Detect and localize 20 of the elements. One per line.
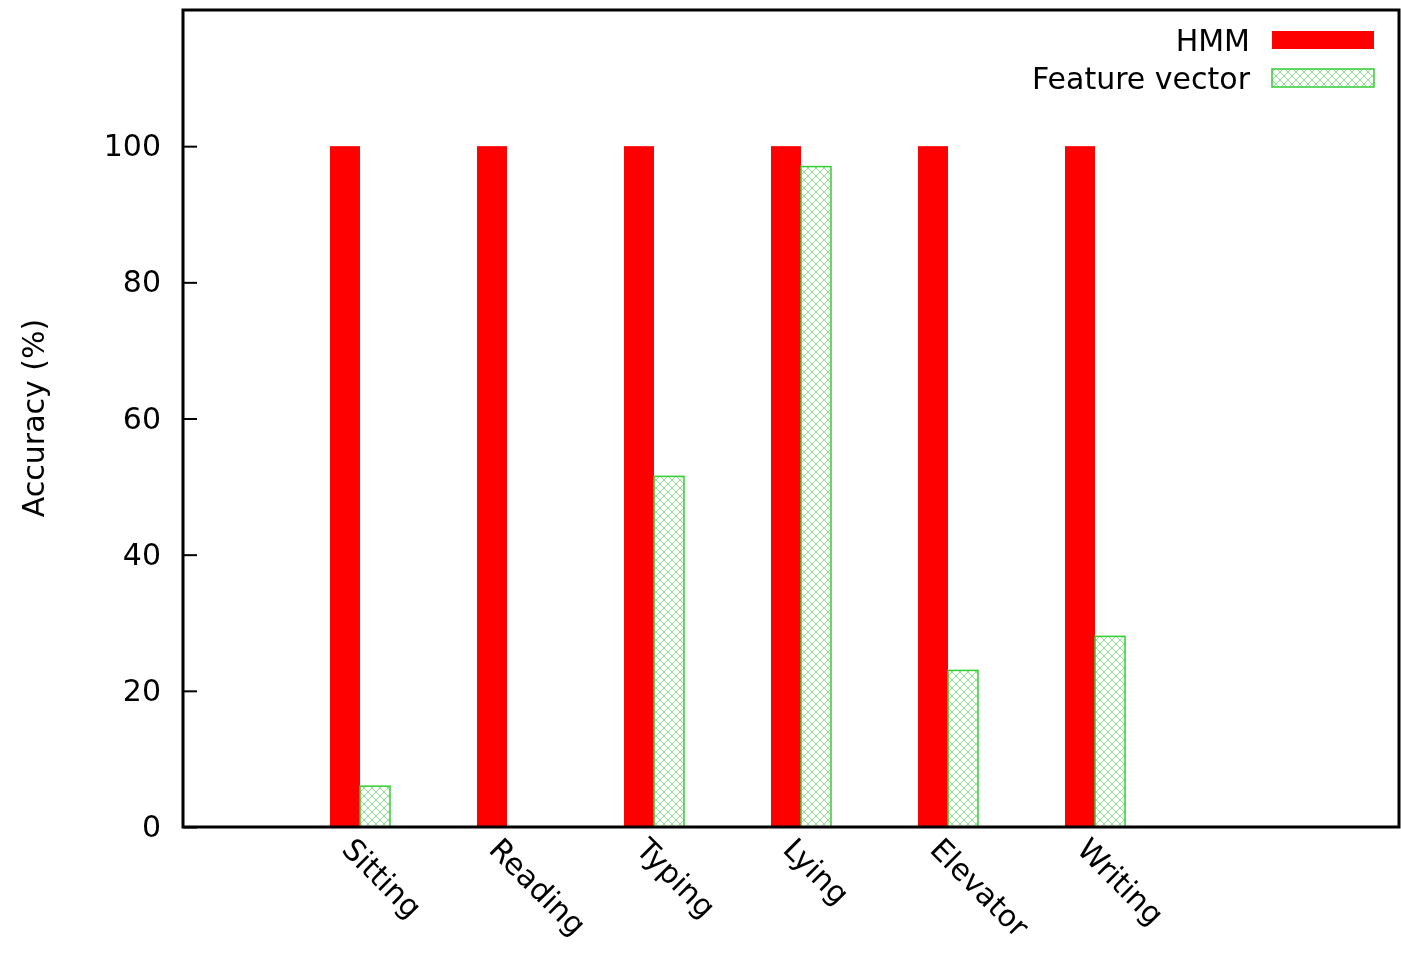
y-tick-label: 0 [141,809,161,845]
bar [330,146,360,827]
bar [771,146,801,827]
bar [1065,146,1095,827]
y-tick-label: 80 [122,264,161,300]
bar [918,146,948,827]
bar [624,146,654,827]
bar [800,165,832,828]
bar [477,146,507,827]
bar [359,785,391,828]
legend-label: Feature vector [1031,61,1251,96]
bar [653,475,685,828]
y-tick-label: 60 [122,400,161,436]
bar [1094,635,1126,828]
y-axis-title: Accuracy (%) [16,318,51,518]
legend-label: HMM [1175,23,1250,58]
bar [947,669,979,828]
y-tick-label: 20 [122,672,161,708]
y-tick-label: 100 [103,128,161,164]
y-tick-label: 40 [122,536,161,572]
